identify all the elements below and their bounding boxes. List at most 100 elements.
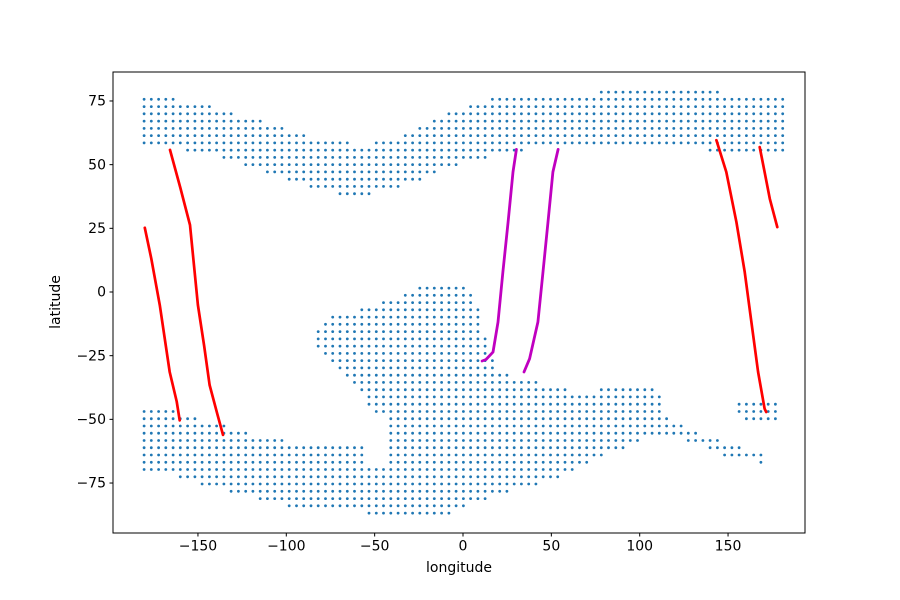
grid-dot [592, 410, 596, 413]
grid-dot [469, 119, 472, 123]
grid-dot [759, 105, 763, 108]
grid-dot [411, 337, 414, 341]
grid-dot [331, 156, 335, 159]
grid-dot [367, 337, 371, 341]
grid-dot [418, 156, 422, 159]
grid-dot [614, 141, 618, 145]
grid-dot [679, 97, 683, 101]
grid-dot [382, 301, 385, 304]
grid-dot [432, 439, 436, 442]
grid-dot [541, 97, 545, 101]
grid-dot [251, 126, 255, 130]
grid-dot [541, 388, 545, 392]
grid-dot [781, 141, 785, 145]
grid-dot [447, 373, 451, 377]
grid-dot [483, 482, 487, 486]
grid-dot [164, 460, 168, 464]
grid-dot [694, 90, 697, 94]
grid-dot [563, 402, 567, 406]
grid-dot [338, 148, 342, 152]
grid-dot [636, 134, 639, 138]
y-tick-label: 0 [97, 285, 106, 301]
grid-dot [186, 446, 190, 450]
grid-dot [599, 439, 603, 442]
grid-dot [432, 156, 436, 159]
grid-dot [157, 417, 161, 421]
grid-dot [447, 156, 451, 159]
grid-dot [273, 148, 277, 152]
grid-dot [411, 177, 414, 181]
grid-dot [244, 489, 248, 493]
grid-dot [432, 352, 436, 355]
grid-dot [418, 301, 422, 304]
grid-dot [447, 431, 451, 435]
x-tick-label: 100 [626, 539, 653, 555]
grid-dot [425, 359, 429, 362]
grid-dot [316, 141, 320, 145]
grid-dot [353, 460, 356, 464]
grid-dot [345, 366, 349, 370]
grid-dot [287, 148, 291, 152]
grid-dot [556, 119, 560, 123]
grid-dot [570, 112, 574, 116]
grid-dot [222, 453, 226, 457]
grid-dot [208, 126, 211, 130]
grid-dot [367, 482, 371, 486]
grid-dot [440, 489, 443, 493]
grid-dot [759, 417, 763, 421]
grid-dot [650, 417, 654, 421]
grid-dot [244, 439, 248, 442]
grid-dot [759, 119, 763, 123]
grid-dot [186, 475, 190, 479]
grid-dot [440, 381, 443, 384]
grid-dot [418, 308, 422, 312]
grid-dot [280, 439, 284, 442]
grid-dot [164, 141, 168, 145]
grid-dot [621, 439, 625, 442]
grid-dot [534, 446, 538, 450]
grid-dot [491, 410, 494, 413]
grid-dot [360, 352, 364, 355]
grid-dot [389, 489, 393, 493]
grid-dot [200, 482, 204, 486]
grid-dot [686, 439, 690, 442]
grid-dot [425, 395, 429, 399]
grid-dot [462, 337, 465, 341]
grid-dot [418, 511, 422, 515]
grid-dot [483, 395, 487, 399]
grid-dot [592, 431, 596, 435]
grid-dot [621, 431, 625, 435]
grid-dot [520, 482, 523, 486]
grid-dot [345, 497, 349, 500]
grid-dot [628, 97, 632, 101]
grid-dot [389, 453, 393, 457]
grid-dot [454, 446, 458, 450]
grid-dot [171, 439, 175, 442]
grid-dot [331, 163, 335, 167]
grid-dot [462, 359, 465, 362]
grid-dot [273, 126, 277, 130]
grid-dot [309, 163, 313, 167]
grid-dot [338, 497, 342, 500]
grid-dot [244, 431, 248, 435]
grid-dot [142, 424, 146, 428]
grid-dot [149, 97, 153, 101]
grid-dot [534, 410, 538, 413]
grid-dot [701, 141, 705, 145]
grid-dot [149, 446, 153, 450]
grid-dot [657, 141, 661, 145]
grid-dot [672, 134, 676, 138]
grid-dot [607, 105, 610, 108]
grid-dot [331, 489, 335, 493]
grid-dot [512, 402, 516, 406]
grid-dot [353, 446, 356, 450]
grid-dot [403, 366, 407, 370]
grid-dot [374, 511, 378, 515]
grid-dot [694, 134, 697, 138]
grid-dot [491, 141, 494, 145]
grid-dot [454, 126, 458, 130]
grid-dot [505, 417, 509, 421]
grid-dot [403, 177, 407, 181]
grid-dot [411, 359, 414, 362]
grid-dot [345, 156, 349, 159]
